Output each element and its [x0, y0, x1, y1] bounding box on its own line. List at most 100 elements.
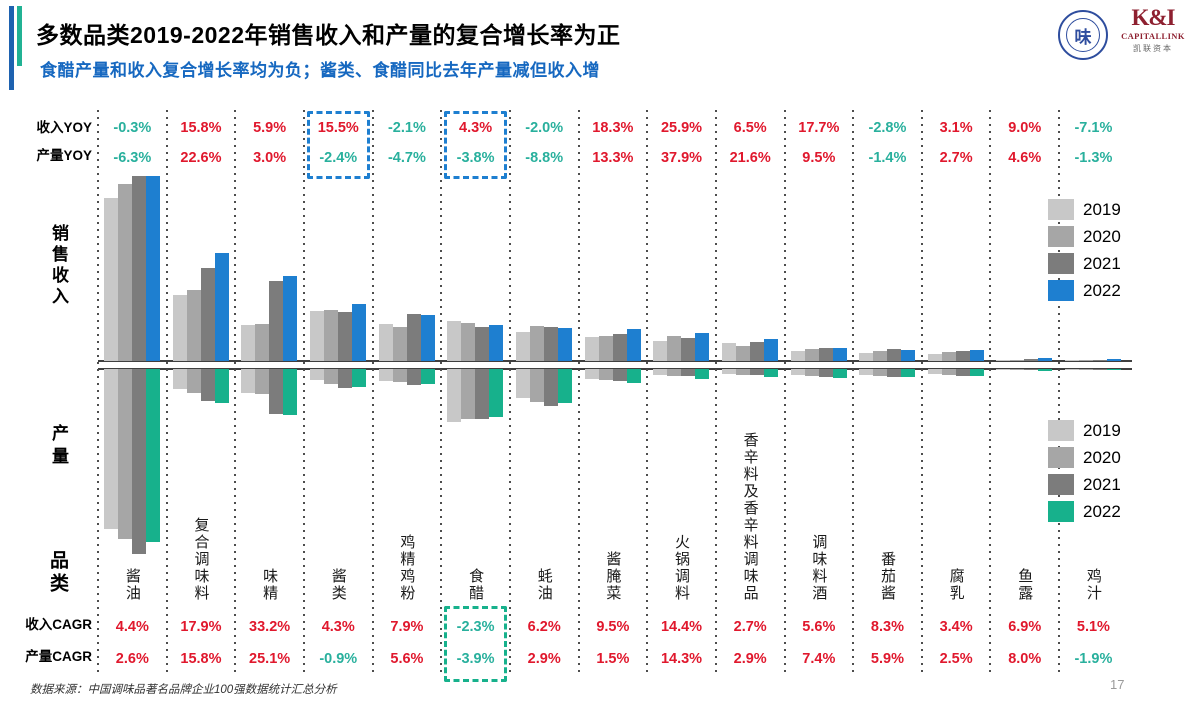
sales-bar-2020 — [118, 184, 132, 361]
category-label-text: 酱油 — [123, 568, 141, 602]
category-column-鱼露: 9.0% 4.6% 鱼露 6.9% 8.0% — [989, 110, 1059, 675]
category-label: 鸡汁 — [1059, 568, 1128, 602]
output-bar-2021 — [818, 369, 833, 377]
output-yoy-value: 3.0% — [253, 150, 287, 166]
yoy-highlight-box — [444, 111, 507, 179]
output-cagr-value: 8.0% — [1008, 651, 1042, 667]
output-yoy-value: -2.4% — [319, 150, 358, 166]
category-label-text: 复合调味料 — [192, 517, 210, 602]
sales-bar-2019 — [927, 354, 942, 361]
output-bar-2022 — [420, 369, 435, 384]
legend-row: 2022 — [1048, 501, 1121, 522]
output-yoy-value: 21.6% — [729, 150, 771, 166]
income-cagr-value: 5.1% — [1076, 619, 1110, 635]
output-bar-2019 — [790, 369, 805, 375]
axis-label-sales-revenue: 销售收入 — [49, 224, 68, 308]
output-bar-2019 — [172, 369, 187, 389]
output-bar-2022 — [1038, 369, 1053, 371]
column-separator — [302, 110, 305, 673]
output-bar-2022 — [283, 369, 298, 415]
sales-bar-2021 — [200, 268, 215, 361]
legend-label: 2021 — [1083, 474, 1121, 494]
output-yoy-value: 4.6% — [1008, 150, 1042, 166]
income-cagr-value: 33.2% — [249, 619, 291, 635]
sales-bar-2019 — [378, 324, 393, 361]
row-label-income-cagr: 收入CAGR — [25, 617, 92, 632]
row-label-income-yoy: 收入YOY — [36, 120, 92, 135]
category-label: 蚝油 — [510, 568, 579, 602]
sales-bar-2022 — [146, 176, 160, 361]
output-yoy-value: 37.9% — [660, 150, 703, 166]
legend-row: 2020 — [1048, 226, 1121, 247]
output-bar-2019 — [104, 369, 118, 529]
output-yoy-value: -4.7% — [387, 150, 426, 166]
output-cagr-value: 14.3% — [660, 651, 703, 667]
sales-bar-2020 — [255, 324, 270, 361]
sales-bar-2020 — [323, 310, 338, 361]
legend-row: 2020 — [1048, 447, 1121, 468]
sales-bar-2022 — [626, 329, 641, 361]
sales-bar-2022 — [489, 325, 504, 361]
category-column-蚝油: -2.0% -8.8% 蚝油 6.2% 2.9% — [508, 110, 579, 675]
output-bar-2022 — [695, 369, 710, 379]
income-yoy-value: 25.9% — [660, 120, 703, 136]
sales-bar-2020 — [598, 336, 613, 361]
output-bar-2021 — [955, 369, 970, 376]
output-cagr-value: 15.8% — [180, 651, 222, 667]
sales-bar-2019 — [104, 198, 118, 361]
income-yoy-value: -0.3% — [113, 120, 152, 136]
output-bar-2020 — [186, 369, 201, 393]
category-label-text: 鸡精鸡粉 — [398, 534, 416, 602]
category-label-text: 食醋 — [467, 568, 485, 602]
output-bar-2019 — [721, 369, 736, 374]
sales-bar-2020 — [873, 351, 888, 361]
sales-bar-2021 — [337, 312, 352, 361]
category-column-鸡汁: -7.1% -1.3% 鸡汁 5.1% -1.9% — [1058, 110, 1128, 675]
category-label-text: 酱类 — [329, 568, 347, 602]
legend-row: 2019 — [1048, 199, 1121, 220]
sales-bar-2021 — [681, 338, 696, 361]
output-bar-2019 — [378, 369, 393, 381]
column-separator — [714, 110, 717, 673]
category-label: 酱类 — [304, 568, 373, 602]
output-bar-2019 — [515, 369, 530, 398]
category-column-酱腌菜: 18.3% 13.3% 酱腌菜 9.5% 1.5% — [577, 110, 648, 675]
capitallink-logo: K&I CAPITALLINK 凯联资本 — [1118, 6, 1188, 54]
sales-bar-2019 — [653, 341, 668, 361]
output-cagr-value: 25.1% — [249, 651, 291, 667]
category-label: 味精 — [235, 568, 304, 602]
category-column-腐乳: 3.1% 2.7% 腐乳 3.4% 2.5% — [920, 110, 991, 675]
output-yoy-value: 22.6% — [180, 150, 222, 166]
sales-bar-2022 — [695, 333, 710, 361]
category-label: 酱腌菜 — [579, 551, 648, 602]
axis-line-top — [98, 360, 1132, 362]
column-separator — [165, 110, 168, 673]
output-bar-2020 — [598, 369, 613, 380]
accent-bar-blue — [9, 6, 14, 90]
output-bar-2021 — [337, 369, 352, 388]
income-yoy-value: -2.0% — [525, 120, 564, 136]
sales-bar-2021 — [406, 314, 421, 361]
column-separator — [234, 110, 237, 673]
column-separator — [783, 110, 786, 673]
category-label: 调味料酒 — [785, 534, 854, 602]
sales-bar-2021 — [475, 327, 490, 361]
sales-bar-2020 — [1079, 360, 1094, 361]
legend-label: 2022 — [1083, 280, 1121, 300]
output-bar-2020 — [392, 369, 407, 382]
sales-bar-2022 — [557, 328, 572, 361]
sales-bar-2019 — [515, 332, 530, 361]
output-bar-2019 — [241, 369, 256, 393]
column-separator — [371, 110, 374, 673]
income-yoy-value: 9.0% — [1008, 120, 1042, 136]
output-bar-2022 — [763, 369, 778, 377]
legend-swatch-2020 — [1048, 447, 1074, 468]
page-title: 多数品类2019-2022年销售收入和产量的复合增长率为正 — [36, 22, 621, 48]
legend-label: 2019 — [1083, 199, 1121, 219]
legend-row: 2019 — [1048, 420, 1121, 441]
sales-bar-2022 — [763, 339, 778, 361]
output-bar-2021 — [612, 369, 627, 381]
output-yoy-value: 2.7% — [939, 150, 973, 166]
column-separator — [97, 110, 99, 673]
legend-row: 2021 — [1048, 474, 1121, 495]
